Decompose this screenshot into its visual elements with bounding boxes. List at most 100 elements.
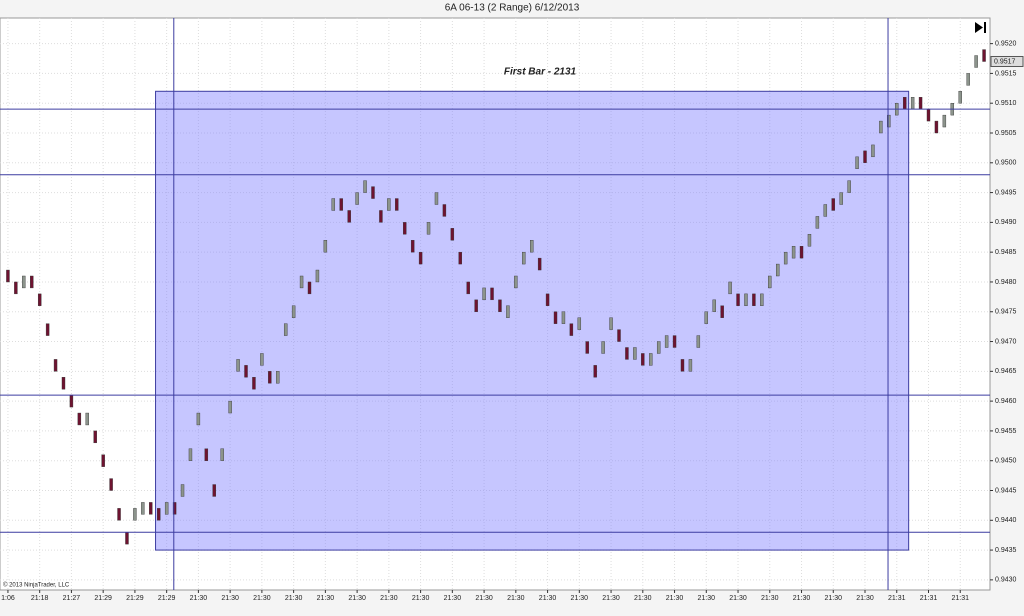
candle bbox=[157, 508, 161, 521]
candle bbox=[418, 251, 423, 265]
candle bbox=[514, 275, 518, 289]
y-tick-label: 0.9500 bbox=[995, 160, 1017, 167]
axes: 0.9430 0.9435 0.9440 0.9445 0.9450 0.9455 0.94… bbox=[1, 40, 1024, 602]
x-tick-label: 21:30 bbox=[285, 595, 303, 602]
candle bbox=[458, 251, 462, 265]
y-tick-label: 0.9450 bbox=[995, 458, 1017, 465]
candle bbox=[839, 192, 843, 205]
y-tick-label: 0.9470 bbox=[995, 338, 1017, 345]
candle bbox=[776, 263, 780, 277]
candle bbox=[680, 359, 685, 372]
candle bbox=[204, 448, 209, 461]
x-tick-label: 21:27 bbox=[63, 595, 81, 602]
candle bbox=[958, 91, 962, 104]
candle bbox=[212, 484, 216, 497]
candle bbox=[410, 240, 415, 253]
candle bbox=[498, 299, 502, 312]
candle bbox=[553, 311, 558, 324]
candle bbox=[982, 49, 986, 62]
candle bbox=[601, 341, 605, 354]
candle bbox=[561, 311, 566, 324]
candle bbox=[815, 216, 820, 229]
x-tick-label: 21:29 bbox=[158, 595, 176, 602]
candle bbox=[363, 180, 367, 193]
candle bbox=[466, 281, 470, 295]
candle bbox=[728, 281, 732, 295]
candle bbox=[442, 204, 447, 217]
y-tick-label: 0.9520 bbox=[995, 40, 1017, 47]
candle bbox=[585, 341, 589, 354]
x-tick-label: 21:30 bbox=[412, 595, 430, 602]
x-tick-label: 21:30 bbox=[602, 595, 620, 602]
candle bbox=[545, 293, 550, 306]
end-icon[interactable] bbox=[984, 22, 986, 33]
x-tick-label: 21:30 bbox=[761, 595, 779, 602]
candle bbox=[125, 532, 129, 545]
candle bbox=[252, 377, 256, 390]
candle bbox=[85, 412, 89, 426]
candle bbox=[260, 353, 264, 366]
candle bbox=[30, 275, 34, 289]
candle bbox=[164, 502, 169, 515]
candle bbox=[537, 257, 542, 271]
candle bbox=[331, 198, 336, 211]
candle bbox=[823, 204, 828, 217]
x-tick-label: 21:30 bbox=[317, 595, 335, 602]
candle bbox=[141, 502, 145, 515]
candle bbox=[641, 353, 645, 366]
candle bbox=[395, 198, 399, 211]
candle bbox=[712, 299, 716, 312]
y-tick-label: 0.9440 bbox=[995, 517, 1017, 524]
candle bbox=[625, 347, 629, 360]
candle bbox=[926, 108, 931, 122]
x-tick-label: 21:30 bbox=[698, 595, 716, 602]
y-tick-label: 0.9445 bbox=[995, 487, 1017, 494]
region-box bbox=[155, 90, 910, 551]
candle bbox=[942, 114, 947, 128]
scroll-end-button[interactable] bbox=[975, 22, 986, 33]
candle bbox=[474, 299, 478, 312]
candle bbox=[879, 120, 883, 134]
y-tick-label: 0.9480 bbox=[995, 279, 1017, 286]
candle bbox=[307, 281, 312, 295]
candle bbox=[672, 335, 677, 348]
candle bbox=[69, 394, 74, 408]
x-tick-label: 21:30 bbox=[571, 595, 589, 602]
candle bbox=[522, 251, 526, 265]
y-tick-label: 0.9455 bbox=[995, 428, 1017, 435]
x-tick-label: 21:29 bbox=[126, 595, 144, 602]
candle bbox=[847, 180, 851, 193]
candle bbox=[172, 502, 177, 515]
annotation: First Bar - 2131 bbox=[504, 67, 577, 78]
candle bbox=[53, 359, 58, 372]
y-tick-label: 0.9475 bbox=[995, 309, 1017, 316]
candle bbox=[323, 240, 328, 253]
x-tick-label: 21:30 bbox=[444, 595, 462, 602]
candle bbox=[268, 371, 272, 384]
x-tick-label: 21:30 bbox=[793, 595, 811, 602]
y-tick-label: 0.9490 bbox=[995, 219, 1017, 226]
candle bbox=[117, 508, 121, 521]
candle bbox=[934, 120, 939, 134]
last-price-label: 0.9517 bbox=[994, 58, 1016, 65]
candle bbox=[490, 287, 494, 301]
candle bbox=[871, 144, 875, 158]
x-tick-label: 21:30 bbox=[507, 595, 525, 602]
x-tick-label: 21:30 bbox=[380, 595, 398, 602]
candle bbox=[649, 353, 653, 366]
candle bbox=[236, 359, 240, 372]
candle bbox=[799, 246, 804, 259]
x-tick-label: 21:30 bbox=[856, 595, 874, 602]
candle bbox=[918, 97, 923, 110]
candle bbox=[109, 478, 113, 491]
y-tick-label: 0.9485 bbox=[995, 249, 1017, 256]
x-tick-label: 21:30 bbox=[539, 595, 557, 602]
grid bbox=[0, 18, 990, 590]
candle bbox=[688, 359, 693, 372]
candle bbox=[736, 293, 740, 306]
candle bbox=[133, 508, 137, 521]
play-icon[interactable] bbox=[975, 22, 983, 33]
y-tick-label: 0.9460 bbox=[995, 398, 1017, 405]
candle bbox=[149, 502, 153, 515]
